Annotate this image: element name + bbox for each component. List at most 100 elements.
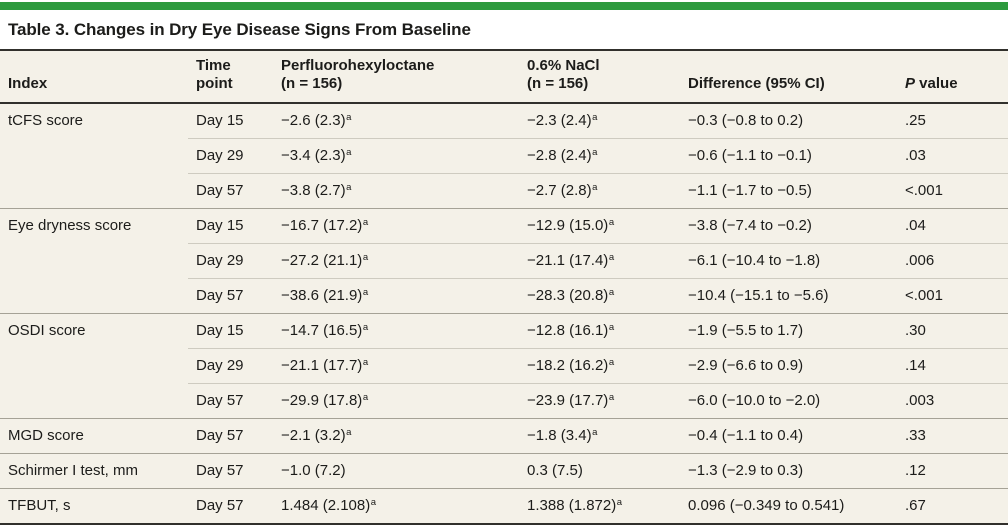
cell-time: Day 57 [188, 382, 273, 419]
cell-p: .04 [897, 207, 1008, 244]
cell-index [0, 348, 188, 383]
table-row: Eye dryness score Day 15 −16.7 (17.2)a −12.… [0, 207, 1008, 244]
footnote-marker: a [608, 286, 615, 298]
cell-index [0, 383, 188, 418]
cell-p: .30 [897, 312, 1008, 349]
cell-time: Day 57 [188, 417, 273, 454]
cell-nacl: −2.8 (2.4)a [519, 137, 680, 174]
cell-diff: −0.6 (−1.1 to −0.1) [680, 137, 897, 174]
cell-p: .25 [905, 111, 926, 129]
cell-time: Day 57 [188, 452, 273, 489]
cell-drug: −27.2 (21.1)a [273, 242, 519, 279]
cell-time: Day 15 [196, 111, 244, 129]
cell-time: Day 57 [188, 172, 273, 209]
cell-p: .14 [897, 347, 1008, 384]
cell-value: −3.4 (2.3) [281, 146, 346, 164]
cell-drug: −2.1 (3.2)a [273, 417, 519, 454]
cell-diff: −1.9 (−5.5 to 1.7) [680, 312, 897, 349]
cell-value: −2.1 (3.2) [281, 426, 346, 444]
cell-nacl: −2.7 (2.8)a [519, 172, 680, 209]
footnote-marker: a [346, 111, 352, 123]
cell-time: Day 29 [188, 347, 273, 384]
cell-p: .003 [897, 382, 1008, 419]
cell-value: −23.9 (17.7) [527, 391, 609, 409]
cell-drug: −16.7 (17.2)a [273, 207, 519, 244]
cell-diff: −0.3 (−0.8 to 0.2) [688, 111, 804, 129]
column-header-time: Time point [188, 51, 273, 104]
column-header-nacl: 0.6% NaCl (n = 156) [519, 51, 680, 104]
cell-drug: −1.0 (7.2) [273, 452, 519, 489]
column-header-label: Difference (95% CI) [688, 75, 825, 93]
cell-drug: −2.6 (2.3)a [273, 103, 519, 139]
cell-time: Day 57 [188, 277, 273, 314]
cell-diff: −0.4 (−1.1 to 0.4) [680, 417, 897, 454]
cell-time: Day 15 [188, 207, 273, 244]
table-body: tCFS score Day 15 −2.6 (2.3)a −2.3 (2.4)a −0… [0, 103, 1008, 524]
cell-value: −38.6 (21.9) [281, 286, 363, 304]
column-header-label: (n = 156) [281, 75, 343, 93]
column-header-index: Index [0, 51, 188, 104]
cell-index: Eye dryness score [0, 207, 188, 244]
table-row: Schirmer I test, mm Day 57 −1.0 (7.2) 0.3 (… [0, 452, 1008, 489]
column-header-label: Index [8, 75, 48, 93]
cell-index: Schirmer I test, mm [0, 452, 188, 489]
cell-diff: −3.8 (−7.4 to −0.2) [680, 207, 897, 244]
cell-diff: −1.1 (−1.7 to −0.5) [680, 172, 897, 209]
footnote-marker: a [608, 216, 615, 228]
footnote-marker: a [608, 321, 615, 333]
cell-value: −29.9 (17.8) [281, 391, 363, 409]
cell-diff: −10.4 (−15.1 to −5.6) [680, 277, 897, 314]
cell-p: <.001 [897, 277, 1008, 314]
cell-nacl: −2.3 (2.4)a [519, 103, 680, 139]
column-header-label: Perfluorohexyloctane [281, 57, 435, 74]
cell-p: .67 [897, 487, 1008, 524]
cell-nacl: −21.1 (17.4)a [519, 242, 680, 279]
cell-nacl: 0.3 (7.5) [519, 452, 680, 489]
cell-index [0, 138, 188, 173]
cell-value: −2.8 (2.4) [527, 146, 592, 164]
footnote-marker: a [362, 356, 369, 368]
cell-nacl: −18.2 (16.2)a [519, 347, 680, 384]
cell-time: Day 57 [188, 487, 273, 524]
cell-diff: 0.096 (−0.349 to 0.541) [680, 487, 897, 524]
cell-drug: −3.4 (2.3)a [273, 137, 519, 174]
footnote-marker: a [608, 391, 615, 403]
accent-bar [0, 2, 1008, 10]
header-row: Index Time point Perfluorohexyloctane (n = 1… [0, 51, 1008, 104]
cell-value: −27.2 (21.1) [281, 251, 363, 269]
table-header: Index Time point Perfluorohexyloctane (n = 1… [0, 51, 1008, 104]
cell-value: −1.0 (7.2) [281, 461, 346, 479]
column-header-drug: Perfluorohexyloctane (n = 156) [273, 51, 519, 104]
cell-p: .006 [897, 242, 1008, 279]
cell-value: −2.6 (2.3) [281, 111, 346, 129]
results-table: Index Time point Perfluorohexyloctane (n = 1… [0, 51, 1008, 525]
cell-index [0, 278, 188, 313]
table-row: Day 29 −3.4 (2.3)a −2.8 (2.4)a −0.6 (−1.1 t… [0, 137, 1008, 174]
cell-value: 1.388 (1.872) [527, 496, 617, 514]
footnote-marker: a [608, 356, 615, 368]
cell-value: −2.7 (2.8) [527, 181, 592, 199]
footnote-marker: a [370, 496, 377, 508]
cell-index: OSDI score [0, 312, 188, 349]
column-header-label: point [196, 75, 233, 93]
cell-value: −14.7 (16.5) [281, 321, 363, 339]
cell-drug: −3.8 (2.7)a [273, 172, 519, 209]
italic-p: P [905, 75, 916, 93]
cell-nacl: −28.3 (20.8)a [519, 277, 680, 314]
cell-nacl: −12.9 (15.0)a [519, 207, 680, 244]
cell-value: −1.8 (3.4) [527, 426, 592, 444]
cell-index: MGD score [0, 417, 188, 454]
cell-value: 1.484 (2.108) [281, 496, 371, 514]
cell-diff: −6.1 (−10.4 to −1.8) [680, 242, 897, 279]
footnote-marker: a [592, 146, 598, 158]
footnote-marker: a [362, 321, 369, 333]
column-header-label: Time [196, 57, 231, 74]
cell-value: −18.2 (16.2) [527, 356, 609, 374]
cell-value: −28.3 (20.8) [527, 286, 609, 304]
column-header-diff: Difference (95% CI) [680, 51, 897, 104]
cell-diff: −2.9 (−6.6 to 0.9) [680, 347, 897, 384]
table-row: Day 57 −3.8 (2.7)a −2.7 (2.8)a −1.1 (−1.7 t… [0, 172, 1008, 209]
cell-p: .12 [897, 452, 1008, 489]
cell-drug: 1.484 (2.108)a [273, 487, 519, 524]
